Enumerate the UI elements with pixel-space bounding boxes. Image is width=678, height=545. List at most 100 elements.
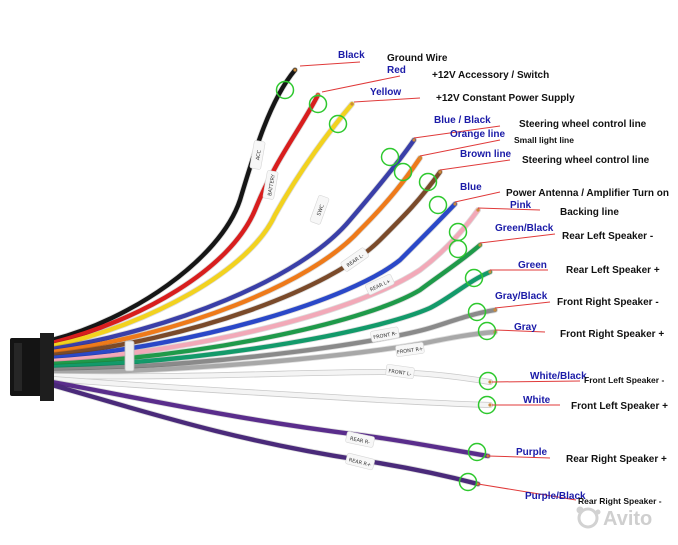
sleeve-tag: REAR R- — [345, 431, 375, 448]
wire-yellow — [49, 101, 355, 349]
wire-color-label-blue-black: Blue / Black — [434, 115, 491, 126]
wire-color-label-gray-black: Gray/Black — [495, 291, 548, 302]
wire-tip-blue-black — [412, 138, 416, 142]
sleeve-tag: SWC — [309, 195, 330, 225]
highlight-circle-green-black — [448, 239, 468, 259]
sleeve-tag-body — [340, 247, 369, 272]
leader-line-black — [299, 61, 361, 67]
wire-black — [49, 67, 298, 343]
sleeve-tag-text: FRONT R- — [373, 331, 398, 341]
sleeve-tag-text: FRONT R+ — [397, 346, 424, 356]
wire-blue — [49, 201, 458, 361]
wire-function-label-gray: Front Right Speaker + — [560, 329, 664, 340]
wire-function-label-yellow: +12V Constant Power Supply — [436, 93, 575, 104]
avito-watermark: Avito — [576, 506, 652, 530]
wire-tip-pink — [476, 208, 480, 212]
leader-line-pink — [477, 207, 541, 211]
sleeve-tag: ACC — [249, 140, 266, 170]
wire-color-label-yellow: Yellow — [370, 87, 401, 98]
leader-line-red — [321, 75, 401, 93]
wire-function-label-black: Ground Wire — [387, 53, 448, 64]
sleeve-tag-body — [345, 452, 375, 471]
highlight-circle-blue — [428, 195, 448, 215]
wire-tip-brown — [438, 170, 442, 174]
sleeve-tag: FRONT L- — [385, 364, 415, 379]
sleeve-tag: REAR R+ — [345, 452, 375, 471]
highlight-circle-black — [275, 80, 295, 100]
sleeve-tag-body — [262, 170, 279, 200]
leader-line-brown — [439, 159, 511, 171]
wire-function-label-green: Rear Left Speaker + — [566, 265, 660, 276]
wire-white-black — [49, 369, 493, 385]
wire-color-label-purple: Purple — [516, 447, 548, 458]
wire-color-label-purple-black: Purple/Black — [525, 491, 586, 502]
sleeve-tag: BATTERY — [262, 170, 279, 200]
wire-white — [49, 376, 493, 408]
wire-tip-white — [488, 403, 492, 407]
highlight-circle-white-black — [478, 371, 498, 391]
wire-function-label-purple-black: Rear Right Speaker - — [578, 496, 662, 506]
highlight-circle-purple — [467, 442, 487, 462]
harness-connector — [10, 333, 54, 401]
wire-tip-orange — [418, 156, 422, 160]
wire-color-label-red: Red — [387, 65, 406, 76]
sleeve-tag: FRONT R+ — [395, 342, 425, 357]
sleeve-tag-body — [385, 364, 415, 379]
wire-function-label-purple: Rear Right Speaker + — [566, 454, 667, 465]
wire-green — [49, 269, 493, 370]
wire-tip-white-black — [488, 380, 492, 384]
sleeve-tag-body — [345, 431, 375, 448]
wire-purple — [49, 379, 491, 459]
leader-line-purple — [487, 455, 551, 459]
sleeve-tag-body — [309, 195, 330, 225]
wire-function-label-white-black: Front Left Speaker - — [584, 375, 664, 385]
sleeve-tag-text: BATTERY — [267, 173, 277, 196]
wire-outline-red — [49, 92, 321, 346]
sleeve-tag-text: ACC — [255, 149, 263, 161]
highlight-circle-purple-black — [458, 472, 478, 492]
leader-line-blue-black — [413, 125, 501, 139]
wire-color-label-gray: Gray — [514, 322, 537, 333]
wire-red — [49, 92, 321, 346]
highlight-circle-yellow — [328, 114, 348, 134]
wire-function-label-blue: Power Antenna / Amplifier Turn on — [506, 188, 669, 199]
sleeve-tag-body — [395, 342, 425, 357]
wire-function-label-orange: Small light line — [514, 135, 574, 145]
sleeve-tag: REAR L- — [340, 247, 369, 272]
highlight-circle-gray-black — [467, 302, 487, 322]
sleeve-tag: FRONT R- — [370, 326, 400, 343]
wire-tip-blue — [453, 202, 457, 206]
wire-tip-gray-black — [493, 308, 497, 312]
wire-color-label-pink: Pink — [510, 200, 532, 211]
highlight-circle-orange — [393, 162, 413, 182]
sleeve-tag-text: SWC — [316, 203, 326, 216]
sleeve-tag-body — [370, 326, 400, 343]
leader-line-orange — [419, 139, 501, 157]
wire-color-label-green: Green — [518, 260, 547, 271]
highlight-circle-green — [464, 268, 484, 288]
wire-tip-black — [293, 68, 297, 72]
leader-line-blue — [454, 191, 501, 203]
wire-color-label-blue: Blue — [460, 182, 482, 193]
wire-gray — [49, 329, 498, 376]
wire-tip-green-black — [478, 243, 482, 247]
wire-function-label-green-black: Rear Left Speaker - — [562, 231, 653, 242]
sleeve-tag-body — [365, 274, 395, 296]
wire-function-label-brown: Steering wheel control line — [522, 155, 650, 166]
wire-color-label-white: White — [523, 395, 551, 406]
leader-line-gray — [494, 329, 546, 333]
wire-color-label-black: Black — [338, 50, 365, 61]
wire-function-label-pink: Backing line — [560, 207, 619, 218]
wire-tip-yellow — [350, 102, 354, 106]
sleeve-tag-body — [249, 140, 266, 170]
cable-tie — [124, 340, 135, 372]
wire-function-label-white: Front Left Speaker + — [571, 401, 668, 412]
wire-color-label-white-black: White/Black — [530, 371, 587, 382]
leader-line-gray-black — [494, 301, 551, 309]
leader-lines-layer — [299, 61, 581, 501]
leader-line-white-black — [491, 380, 581, 383]
highlight-circle-red — [308, 94, 328, 114]
